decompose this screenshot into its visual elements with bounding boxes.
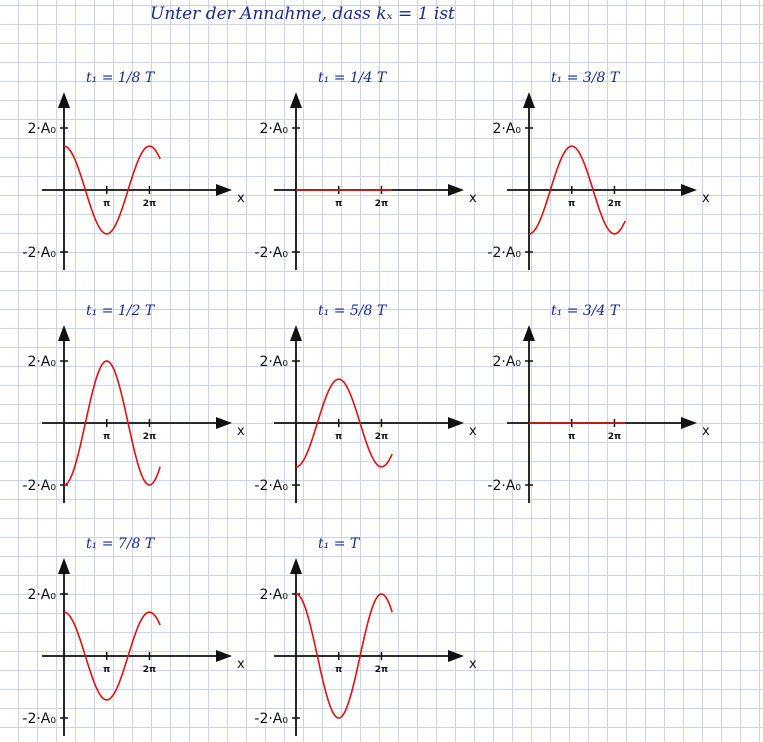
y-tick-label-bottom: -2·A₀ xyxy=(254,478,288,494)
y-tick-label-bottom: -2·A₀ xyxy=(22,245,56,261)
x-axis-label: x xyxy=(237,424,245,439)
y-axis-arrow xyxy=(523,92,535,108)
page-title: Unter der Annahme, dass kₓ = 1 ist xyxy=(150,4,455,24)
y-tick-label-bottom: -2·A₀ xyxy=(254,711,288,727)
plot-caption: t₁ = 7/8 T xyxy=(86,536,156,552)
y-tick-label-top: 2·A₀ xyxy=(492,121,521,137)
wave-curve xyxy=(63,611,161,701)
x-tick-label: π xyxy=(335,199,342,209)
x-tick-label: 2π xyxy=(375,432,388,442)
x-axis-arrow xyxy=(448,650,464,662)
y-axis-arrow xyxy=(58,558,70,574)
x-axis-label: x xyxy=(469,424,477,439)
x-axis-label: x xyxy=(237,191,245,206)
y-axis-arrow xyxy=(290,558,302,574)
plot-caption: t₁ = 1/2 T xyxy=(86,303,156,319)
x-tick-label: π xyxy=(568,199,575,209)
x-axis-label: x xyxy=(702,191,710,206)
x-tick-label: π xyxy=(103,199,110,209)
y-axis-arrow xyxy=(290,325,302,341)
plot-caption: t₁ = 3/8 T xyxy=(551,70,621,86)
y-tick-label-top: 2·A₀ xyxy=(259,354,288,370)
y-tick-label-top: 2·A₀ xyxy=(259,121,288,137)
x-tick-label: π xyxy=(568,432,575,442)
x-axis-arrow xyxy=(216,650,232,662)
wave-curve xyxy=(63,145,161,235)
y-axis-arrow xyxy=(290,92,302,108)
x-tick-label: 2π xyxy=(375,665,388,675)
x-tick-label: 2π xyxy=(143,665,156,675)
x-tick-label: 2π xyxy=(143,199,156,209)
plot-caption: t₁ = 3/4 T xyxy=(551,303,621,319)
wave-curve xyxy=(295,378,393,468)
wave-curve xyxy=(295,593,393,719)
x-axis-arrow xyxy=(681,184,697,196)
x-tick-label: 2π xyxy=(608,199,621,209)
x-axis-arrow xyxy=(448,417,464,429)
plot-caption: t₁ = 5/8 T xyxy=(318,303,388,319)
x-axis-label: x xyxy=(469,191,477,206)
y-tick-label-bottom: -2·A₀ xyxy=(487,245,521,261)
x-axis-label: x xyxy=(469,657,477,672)
x-tick-label: 2π xyxy=(143,432,156,442)
y-tick-label-top: 2·A₀ xyxy=(492,354,521,370)
x-tick-label: 2π xyxy=(608,432,621,442)
y-tick-label-top: 2·A₀ xyxy=(27,354,56,370)
x-tick-label: 2π xyxy=(375,199,388,209)
y-tick-label-top: 2·A₀ xyxy=(259,587,288,603)
x-axis-label: x xyxy=(702,424,710,439)
y-axis-arrow xyxy=(58,92,70,108)
plot-caption: t₁ = T xyxy=(318,536,361,552)
wave-curve xyxy=(528,145,626,235)
y-axis-arrow xyxy=(523,325,535,341)
x-axis-arrow xyxy=(681,417,697,429)
wave-curve xyxy=(63,360,161,486)
x-tick-label: π xyxy=(335,665,342,675)
y-tick-label-bottom: -2·A₀ xyxy=(22,711,56,727)
y-tick-label-top: 2·A₀ xyxy=(27,121,56,137)
x-axis-arrow xyxy=(216,184,232,196)
x-tick-label: π xyxy=(103,432,110,442)
y-tick-label-bottom: -2·A₀ xyxy=(254,245,288,261)
plot-caption: t₁ = 1/8 T xyxy=(86,70,156,86)
y-axis-arrow xyxy=(58,325,70,341)
y-tick-label-bottom: -2·A₀ xyxy=(22,478,56,494)
x-axis-arrow xyxy=(448,184,464,196)
plot-caption: t₁ = 1/4 T xyxy=(318,70,388,86)
x-axis-arrow xyxy=(216,417,232,429)
x-tick-label: π xyxy=(103,665,110,675)
x-axis-label: x xyxy=(237,657,245,672)
x-tick-label: π xyxy=(335,432,342,442)
y-tick-label-top: 2·A₀ xyxy=(27,587,56,603)
y-tick-label-bottom: -2·A₀ xyxy=(487,478,521,494)
